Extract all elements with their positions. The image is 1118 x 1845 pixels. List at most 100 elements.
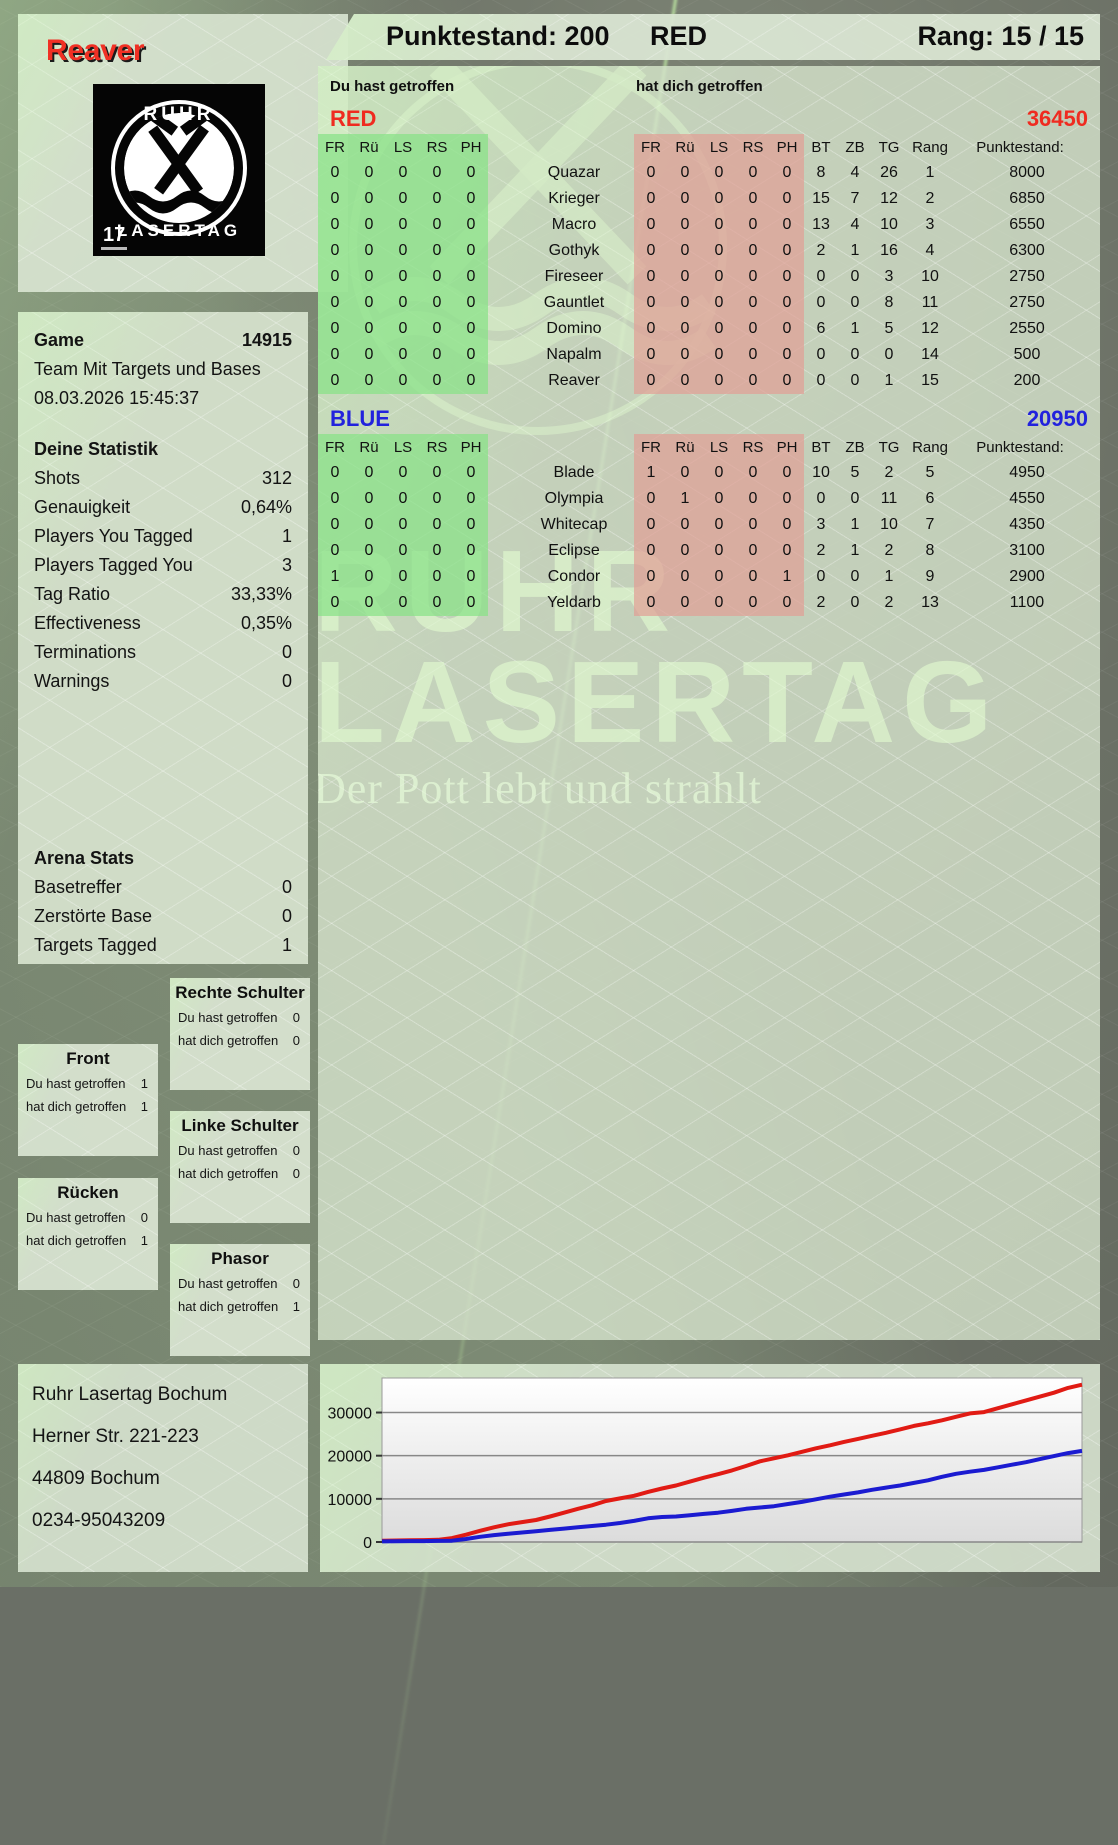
table-row[interactable]: 0 0 0 0 0 Napalm 0 0 0 0 0 0 0 0 14 500 — [318, 342, 1100, 368]
cell-you-FR: 0 — [318, 238, 352, 264]
cell-rang: 14 — [921, 346, 939, 363]
cell-you-LS: 0 — [386, 186, 420, 212]
cell-them-PH: 0 — [770, 290, 804, 316]
cell-you-Rü: 0 — [352, 564, 386, 590]
stat-label: Terminations — [34, 642, 137, 662]
cell-them-LS: 0 — [702, 590, 736, 616]
cell-punktestand: 200 — [1013, 372, 1041, 389]
cell-punktestand: 3100 — [1009, 542, 1045, 559]
cell-them-Rü: 0 — [668, 160, 702, 186]
cell-gap — [488, 512, 514, 538]
table-row[interactable]: 0 0 0 0 0 Reaver 0 0 0 0 0 0 0 1 15 200 — [318, 368, 1100, 394]
bodypart-phasor: Phasor Du hast getroffen 0 hat dich getr… — [170, 1244, 310, 1356]
cell-you-RS: 0 — [420, 316, 454, 342]
col-punktestand: Punktestand: — [976, 138, 1064, 156]
cell-player-name: Gauntlet — [543, 294, 605, 311]
table-row[interactable]: 1 0 0 0 0 Condor 0 0 0 0 1 0 0 1 9 2900 — [318, 564, 1100, 590]
game-datetime-row: 08.03.2026 15:45:37 — [18, 384, 308, 413]
cell-them-PH: 1 — [770, 564, 804, 590]
table-header-row: FR Rü LS RS PH FR Rü LS RS PH BT ZB TG Rang Punktestan… — [318, 134, 1100, 160]
table-row[interactable]: 0 0 0 0 0 Whitecap 0 0 0 0 0 3 1 10 7 4350 — [318, 512, 1100, 538]
rank-label: Rang: 15 / 15 — [917, 21, 1084, 51]
cell-gap — [488, 160, 514, 186]
cell-them-PH: 0 — [770, 238, 804, 264]
cell-them-FR: 0 — [634, 212, 668, 238]
table-row[interactable]: 0 0 0 0 0 Quazar 0 0 0 0 0 8 4 26 1 8000 — [318, 160, 1100, 186]
cell-player-name: Eclipse — [548, 542, 600, 559]
cell-them-FR: 0 — [634, 264, 668, 290]
cell-you-Rü: 0 — [352, 486, 386, 512]
cell-you-LS: 0 — [386, 460, 420, 486]
cell-punktestand: 1100 — [1009, 594, 1045, 611]
cell-them-FR: 0 — [634, 368, 668, 394]
bodypart-you-label: Du hast getroffen — [178, 1276, 278, 1291]
col-ZB: ZB — [845, 138, 865, 156]
table-row[interactable]: 0 0 0 0 0 Yeldarb 0 0 0 0 0 2 0 2 13 1100 — [318, 590, 1100, 616]
cell-you-LS: 0 — [386, 290, 420, 316]
ruhr-lasertag-logo-icon: RUHR LASERTAG — [111, 100, 247, 240]
table-row[interactable]: 0 0 0 0 0 Krieger 0 0 0 0 0 15 7 12 2 6850 — [318, 186, 1100, 212]
stat-value: 0 — [281, 877, 292, 897]
cell-you-FR: 0 — [318, 342, 352, 368]
team-name-blue: BLUE — [330, 406, 390, 431]
stat-label: Effectiveness — [34, 613, 141, 633]
cell-them-FR: 0 — [634, 160, 668, 186]
col-you-LS: LS — [386, 434, 420, 460]
cell-you-PH: 0 — [454, 590, 488, 616]
cell-you-LS: 0 — [386, 264, 420, 290]
score-progress-chart: 0 10000 20000 30000 — [320, 1364, 1100, 1572]
table-row[interactable]: 0 0 0 0 0 Macro 0 0 0 0 0 13 4 10 3 6550 — [318, 212, 1100, 238]
stat-label: Basetreffer — [34, 877, 122, 897]
cell-tg: 16 — [880, 242, 898, 259]
cell-you-LS: 0 — [386, 316, 420, 342]
col-them-Rü: Rü — [668, 434, 702, 460]
personal-stats-list: Shots 312 Genauigkeit 0,64% Players You Tagg… — [18, 464, 308, 696]
col-them-FR: FR — [634, 434, 668, 460]
col-ZB: ZB — [845, 438, 865, 456]
cell-them-RS: 0 — [736, 564, 770, 590]
cell-them-FR: 0 — [634, 564, 668, 590]
cell-you-PH: 0 — [454, 368, 488, 394]
col-name — [514, 434, 634, 460]
cell-them-LS: 0 — [702, 486, 736, 512]
cell-tg: 12 — [880, 190, 898, 207]
cell-them-PH: 0 — [770, 316, 804, 342]
table-row[interactable]: 0 0 0 0 0 Eclipse 0 0 0 0 0 2 1 2 8 3100 — [318, 538, 1100, 564]
stat-row: Targets Tagged 1 — [18, 931, 308, 960]
bodypart-ruecken: Rücken Du hast getroffen 0 hat dich getr… — [18, 1178, 158, 1290]
stat-value: 0 — [281, 642, 292, 662]
cell-you-LS: 0 — [386, 538, 420, 564]
cell-player-name: Gothyk — [548, 242, 600, 259]
bodypart-you-label: Du hast getroffen — [178, 1010, 278, 1025]
bodypart-linke-them-value: 0 — [292, 1166, 300, 1181]
col-them-LS: LS — [702, 134, 736, 160]
cell-them-LS: 0 — [702, 460, 736, 486]
col-gap — [488, 434, 514, 460]
table-row[interactable]: 0 0 0 0 0 Gauntlet 0 0 0 0 0 0 0 8 11 2750 — [318, 290, 1100, 316]
cell-you-Rü: 0 — [352, 512, 386, 538]
table-row[interactable]: 0 0 0 0 0 Olympia 0 1 0 0 0 0 0 11 6 4550 — [318, 486, 1100, 512]
table-row[interactable]: 0 0 0 0 0 Fireseer 0 0 0 0 0 0 0 3 10 2750 — [318, 264, 1100, 290]
venue-address-panel: Ruhr Lasertag Bochum Herner Str. 221-223… — [18, 1364, 308, 1572]
cell-you-Rü: 0 — [352, 290, 386, 316]
cell-player-name: Fireseer — [544, 268, 604, 285]
bodypart-phasor-them-row: hat dich getroffen 1 — [170, 1295, 310, 1318]
cell-you-PH: 0 — [454, 564, 488, 590]
team-total-blue: 20950 — [1026, 406, 1088, 431]
cell-you-RS: 0 — [420, 460, 454, 486]
cell-them-RS: 0 — [736, 212, 770, 238]
col-BT: BT — [811, 438, 831, 456]
cell-them-FR: 0 — [634, 316, 668, 342]
cell-tg: 26 — [880, 164, 898, 181]
table-row[interactable]: 0 0 0 0 0 Gothyk 0 0 0 0 0 2 1 16 4 6300 — [318, 238, 1100, 264]
cell-you-PH: 0 — [454, 186, 488, 212]
cell-player-name: Napalm — [546, 346, 602, 363]
col-them-RS: RS — [736, 434, 770, 460]
scoreboard-table-red: FR Rü LS RS PH FR Rü LS RS PH BT ZB TG Rang Punktestan… — [318, 134, 1100, 394]
cell-them-RS: 0 — [736, 590, 770, 616]
col-you-RS: RS — [420, 434, 454, 460]
table-row[interactable]: 0 0 0 0 0 Domino 0 0 0 0 0 6 1 5 12 2550 — [318, 316, 1100, 342]
cell-bt: 13 — [812, 216, 830, 233]
cell-bt: 10 — [812, 464, 830, 481]
table-row[interactable]: 0 0 0 0 0 Blade 1 0 0 0 0 10 5 2 5 4950 — [318, 460, 1100, 486]
